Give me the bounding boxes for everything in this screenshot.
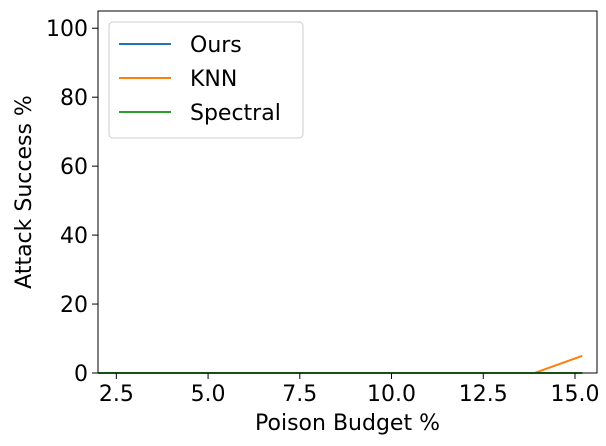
x-tick-label: 5.0 [191, 382, 226, 407]
x-tick-label: 7.5 [282, 382, 317, 407]
plot-frame [97, 10, 598, 374]
y-tick-label: 20 [60, 293, 88, 318]
ticks-layer: 2.5 5.0 7.5 10.0 12.5 15.0 0 20 40 60 80 100 [46, 17, 599, 407]
y-tick-label: 0 [74, 362, 88, 387]
x-tick-label: 12.5 [459, 382, 508, 407]
legend-label-knn: KNN [190, 67, 237, 92]
x-tick-label: 15.0 [550, 382, 599, 407]
series-layer [98, 354, 583, 374]
legend-box [108, 21, 304, 139]
x-axis-label: Poison Budget % [255, 411, 440, 436]
legend-label-ours: Ours [190, 33, 242, 58]
y-tick-label: 60 [60, 155, 88, 180]
y-axis-label: Attack Success % [12, 95, 37, 289]
legend: Ours KNN Spectral [108, 21, 304, 139]
series-line-knn [98, 354, 583, 374]
y-tick-label: 40 [60, 224, 88, 249]
y-tick-label: 100 [46, 17, 88, 42]
y-tick-label: 80 [60, 86, 88, 111]
x-tick-label: 10.0 [367, 382, 416, 407]
x-tick-label: 2.5 [99, 382, 134, 407]
legend-label-spectral: Spectral [190, 101, 281, 126]
